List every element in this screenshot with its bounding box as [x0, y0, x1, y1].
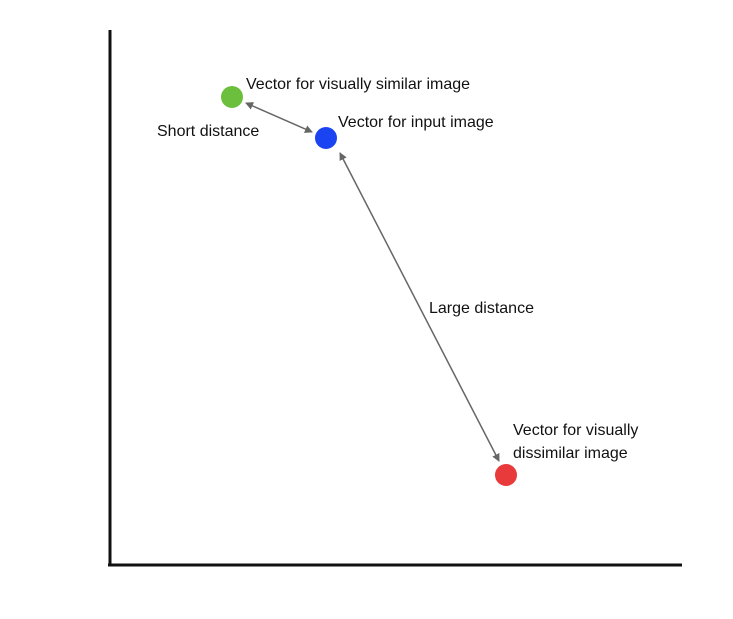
short-distance-arrow	[245, 102, 313, 133]
similar-image-point	[221, 86, 243, 108]
short-distance-label: Short distance	[157, 123, 259, 140]
large-distance-arrow	[339, 152, 500, 462]
dissimilar-image-label-line-1: Vector for visually	[513, 422, 638, 439]
input-image-label: Vector for input image	[338, 114, 494, 131]
dissimilar-image-point	[495, 464, 517, 486]
large-distance-label: Large distance	[429, 300, 534, 317]
input-image-point	[315, 127, 337, 149]
dissimilar-image-label-line-2: dissimilar image	[513, 445, 628, 462]
similar-image-label: Vector for visually similar image	[246, 76, 470, 93]
